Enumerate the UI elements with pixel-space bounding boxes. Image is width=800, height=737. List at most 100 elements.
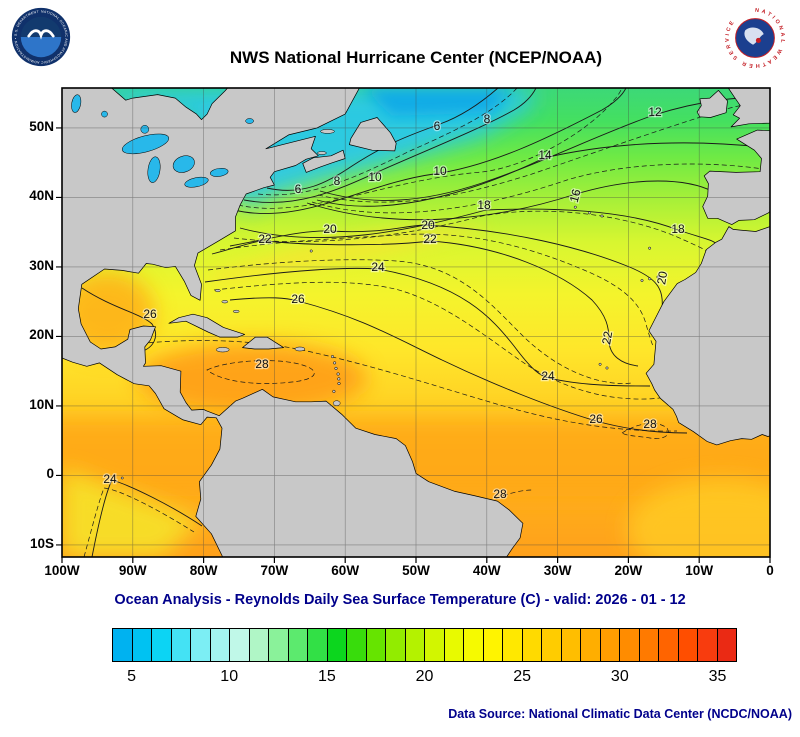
contour-label: 26 (589, 412, 603, 426)
y-tick-label: 50N (29, 118, 54, 134)
contour-label: 18 (477, 198, 491, 212)
colorbar-tick-label: 25 (513, 668, 532, 685)
contour-label: 24 (371, 260, 385, 274)
contour-label: 6 (295, 182, 302, 196)
noaa-seagull-icon (27, 29, 55, 40)
britain (727, 88, 770, 128)
contour-label: 16 (567, 187, 584, 204)
contour-label: 10 (433, 164, 447, 178)
colorbar-cell (600, 629, 620, 661)
colorbar-cell (249, 629, 269, 661)
x-tick-label: 30W (543, 563, 572, 578)
colorbar-cell (269, 629, 289, 661)
small-islands (120, 129, 660, 480)
colorbar-cell (659, 629, 679, 661)
newfoundland (349, 117, 397, 152)
noaa-ocean-shape (20, 37, 62, 58)
contour-label: 24 (541, 369, 555, 383)
cuba (168, 313, 246, 338)
colorbar-cell (581, 629, 601, 661)
x-tick-label: 40W (472, 563, 501, 578)
colorbar-cell (464, 629, 484, 661)
contour-label: 28 (643, 417, 657, 431)
contour-label: 26 (143, 307, 157, 321)
colorbar-cell (347, 629, 367, 661)
colorbar-cell (561, 629, 581, 661)
colorbar-ticks: 5 10 15 20 25 30 35 (112, 668, 737, 690)
colorbar-tick-label: 30 (610, 668, 629, 685)
x-tick-label: 90W (118, 563, 147, 578)
colorbar-cell (386, 629, 406, 661)
colorbar-cell (191, 629, 211, 661)
contour-label: 8 (484, 112, 491, 126)
colorbar-cell (678, 629, 698, 661)
colorbar-cell (503, 629, 523, 661)
contour-label: 12 (648, 105, 662, 119)
page-title: NWS National Hurricane Center (NCEP/NOAA… (229, 48, 603, 67)
x-tick-label: 80W (189, 563, 218, 578)
y-tick-label: 40N (29, 188, 54, 204)
y-tick-label: 20N (29, 327, 54, 343)
contour-label: 20 (323, 222, 337, 236)
map-caption: Ocean Analysis - Reynolds Daily Sea Surf… (114, 592, 686, 608)
contour-label: 20 (654, 270, 670, 286)
y-tick-label: 30N (29, 257, 54, 273)
colorbar-tick-label: 35 (708, 668, 727, 685)
y-tick-label: 0 (46, 466, 54, 482)
nws-logo: NATIONAL WEATHER SERVICE (722, 5, 788, 71)
x-tick-label: 60W (331, 563, 360, 578)
contour-label: 6 (434, 119, 441, 133)
colorbar-cell (152, 629, 172, 661)
colorbar-cell (717, 629, 736, 661)
colorbar-cell (620, 629, 640, 661)
colorbar-cell (113, 629, 133, 661)
colorbar-cell (542, 629, 562, 661)
contour-label: 28 (255, 357, 269, 371)
y-tick-label: 10N (29, 396, 54, 412)
x-tick-label: 70W (260, 563, 289, 578)
colorbar-cell (171, 629, 191, 661)
colorbar-tick-label: 15 (317, 668, 336, 685)
contour-label: 8 (334, 174, 341, 188)
landmasses (62, 88, 770, 557)
colorbar-cell (132, 629, 152, 661)
contour-label: 18 (671, 222, 685, 236)
africa (645, 226, 770, 446)
hispaniola (242, 336, 284, 350)
colorbar-cell (425, 629, 445, 661)
colorbar-cell (210, 629, 230, 661)
data-source-note: Data Source: National Climatic Data Cent… (448, 707, 792, 721)
lakes (71, 94, 254, 188)
x-tick-label: 0 (766, 563, 774, 578)
contour-label: 28 (493, 487, 507, 501)
noaa-logo: NATIONAL OCEANIC AND ATMOSPHERIC ADMINIS… (10, 6, 72, 68)
contour-label: 14 (538, 148, 552, 162)
colorbar-tick-label: 10 (220, 668, 239, 685)
colorbar-cell (639, 629, 659, 661)
nws-hurricane-icon (755, 37, 761, 43)
x-tick-label: 50W (402, 563, 430, 578)
americas-landmass (62, 88, 524, 557)
colorbar-cell (366, 629, 386, 661)
axis-ticks (56, 127, 771, 563)
colorbar-tick-label: 20 (415, 668, 434, 685)
colorbar-cell (405, 629, 425, 661)
x-tick-label: 100W (44, 563, 80, 578)
contour-label: 22 (599, 330, 615, 346)
y-tick-label: 10S (29, 535, 54, 551)
contour-label: 10 (368, 170, 382, 184)
contour-label: 22 (423, 232, 437, 246)
colorbar-cell (308, 629, 328, 661)
colorbar-cell (698, 629, 718, 661)
colorbar-cell (288, 629, 308, 661)
france-iberia (702, 129, 770, 225)
sst-contours (81, 88, 770, 557)
map: 6 6 8 8 10 10 12 14 16 18 18 20 20 20 22 22 22 24 24 24 26 26… (56, 87, 771, 563)
contour-label: 22 (258, 232, 272, 246)
nws-continent-shape (744, 27, 764, 45)
contour-label: 26 (291, 292, 305, 306)
x-tick-label: 10W (685, 563, 714, 578)
